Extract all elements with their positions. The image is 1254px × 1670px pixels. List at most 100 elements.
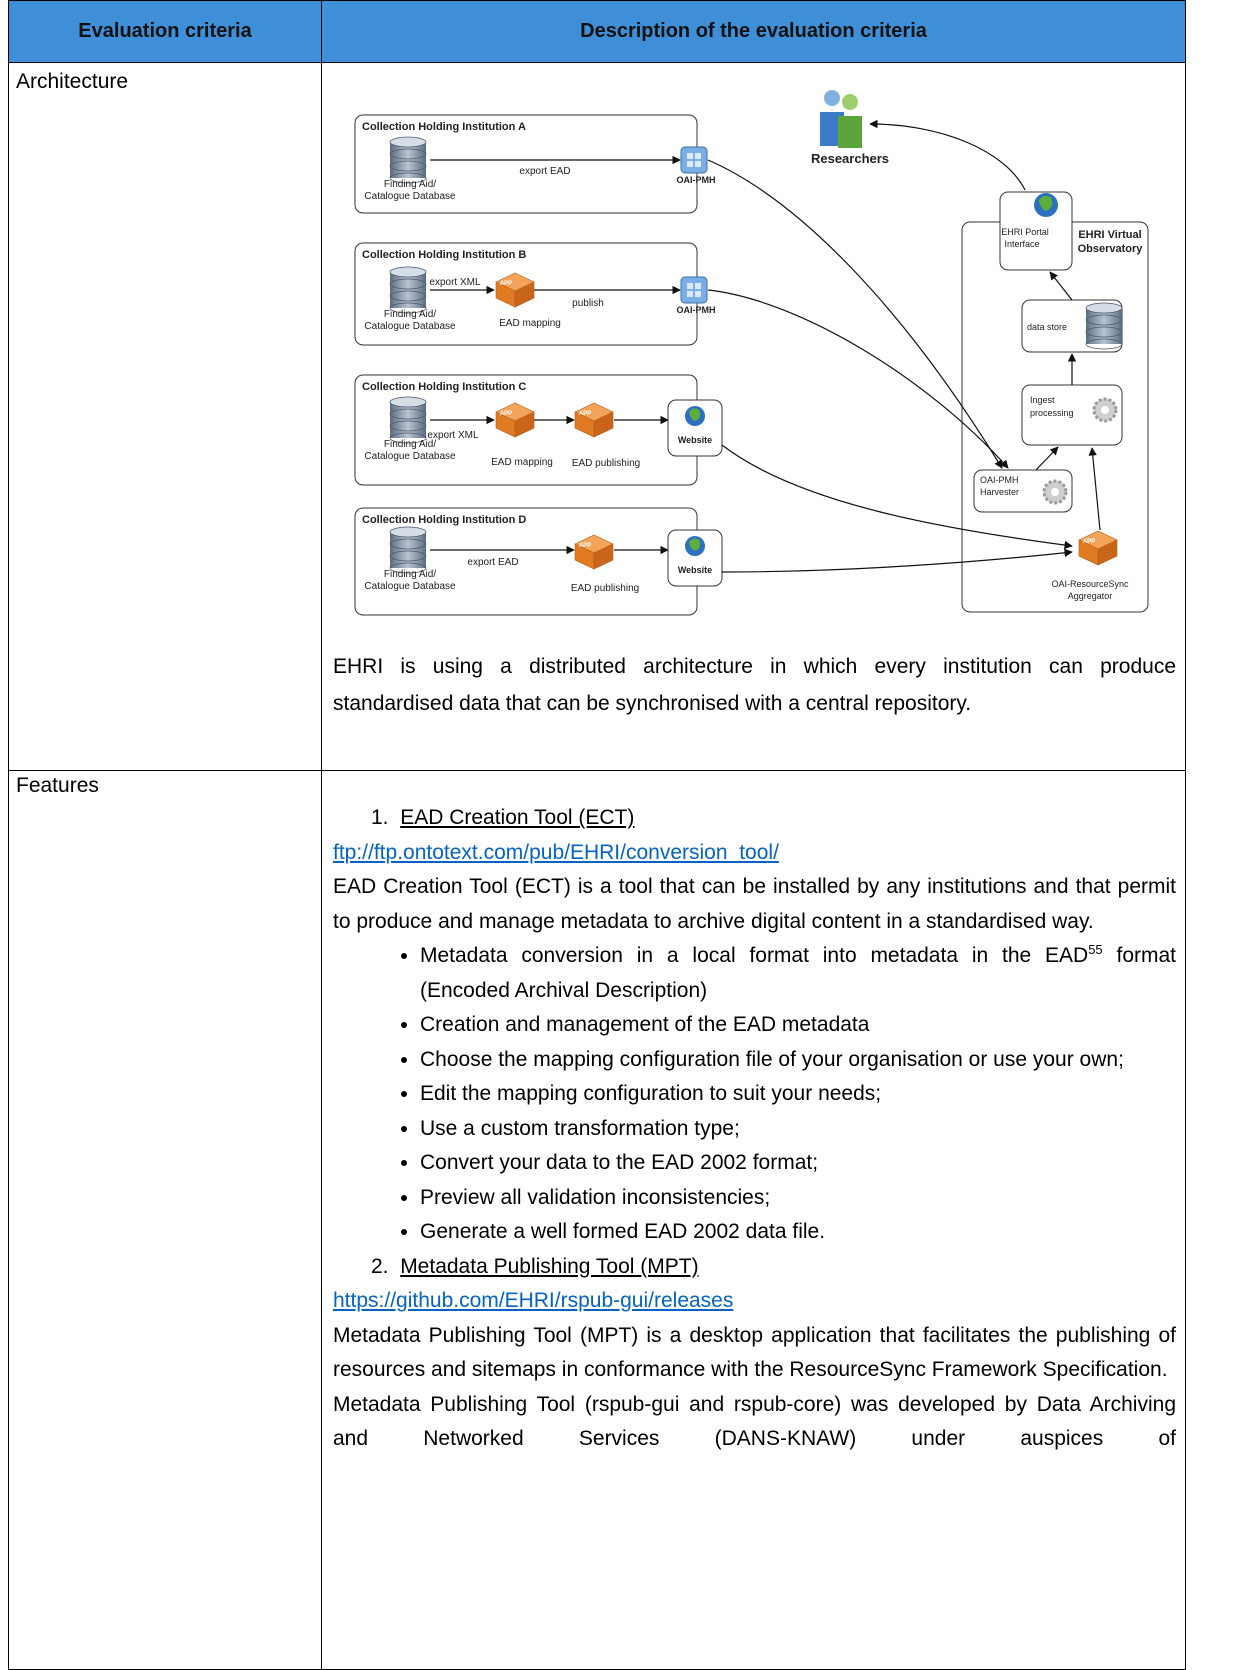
paragraph: EAD Creation Tool (ECT) is a tool that c… [333, 875, 1176, 933]
criterion-cell [8, 770, 322, 1670]
database-ring [389, 408, 427, 420]
database-ring [1085, 314, 1123, 326]
diagram-label: EAD publishing [572, 458, 640, 469]
app-icon [514, 411, 535, 438]
diagram-label: EAD mapping [499, 318, 561, 329]
bullet-item: Metadata conversion in a local format in… [420, 939, 1176, 1008]
diagram-label: Catalogue Database [364, 191, 456, 202]
oai-icon-part [687, 161, 693, 167]
arrow [1049, 271, 1073, 301]
diagram-label: Finding Aid/ [384, 179, 436, 190]
arrow [721, 548, 1073, 573]
diagram-label: Researchers [811, 151, 889, 166]
app-icon-label: APP [500, 281, 512, 287]
database-ring [389, 136, 427, 148]
item-heading: 1. EAD Creation Tool (ECT) [333, 801, 1176, 836]
diagram-label: export EAD [467, 557, 518, 568]
architecture-text: EHRI is using a distributed architecture… [333, 655, 1176, 715]
item-number: 2. [371, 1254, 389, 1278]
institution-title: Collection Holding Institution A [362, 121, 526, 133]
database-ring [389, 172, 427, 184]
bullet-item: Generate a well formed EAD 2002 data fil… [420, 1215, 1176, 1250]
app-icon-label: APP [579, 543, 591, 549]
gear-hole [1101, 406, 1109, 414]
item-title: EAD Creation Tool (ECT) [400, 806, 635, 829]
diagram-label: export EAD [519, 166, 570, 177]
link[interactable]: https://github.com/EHRI/rspub-gui/releas… [333, 1289, 734, 1312]
app-icon [1097, 539, 1118, 566]
architecture-diagram: Collection Holding Institution A Finding … [354, 90, 1149, 616]
diagram-label: Finding Aid/ [384, 569, 436, 580]
database-icon [390, 142, 426, 178]
institution-title: Collection Holding Institution C [362, 381, 526, 393]
app-icon [593, 411, 614, 438]
link-line: ftp://ftp.ontotext.com/pub/EHRI/conversi… [333, 836, 1176, 871]
footnote-ref: 55 [1088, 942, 1103, 957]
website-box [667, 399, 723, 457]
database-ring [389, 266, 427, 278]
app-icon-label: APP [500, 411, 512, 417]
link-line: https://github.com/EHRI/rspub-gui/releas… [333, 1284, 1176, 1319]
gear-hole [1051, 488, 1059, 496]
database-icon [390, 402, 426, 438]
database-icon [390, 272, 426, 308]
diagram-label: OAI-ResourceSync [1051, 579, 1129, 589]
database-ring [389, 302, 427, 314]
app-icon [514, 281, 535, 308]
diagram-label: Website [678, 565, 712, 575]
database-ring [389, 550, 427, 562]
database-ring [389, 278, 427, 290]
oai-icon-part [695, 161, 701, 167]
oai-icon-part [687, 283, 693, 289]
header-text: Evaluation criteria [78, 20, 252, 42]
oai-icon-part [695, 291, 701, 297]
diagram-label: Finding Aid/ [384, 439, 436, 450]
database-ring [389, 396, 427, 408]
globe-land [689, 408, 701, 421]
database-ring [1085, 338, 1123, 350]
link[interactable]: ftp://ftp.ontotext.com/pub/EHRI/conversi… [333, 840, 779, 864]
paragraph: Metadata Publishing Tool (MPT) is a desk… [333, 1323, 1176, 1382]
person-icon [824, 90, 840, 106]
oai-icon-part [687, 291, 693, 297]
app-icon [593, 543, 614, 570]
diagram-label: OAI-PMH [980, 475, 1019, 485]
diagram-label: EAD mapping [491, 457, 553, 468]
institution-title: Collection Holding Institution D [362, 514, 526, 526]
bullet-item: Choose the mapping configuration file of… [420, 1043, 1176, 1078]
arrow [721, 444, 1073, 550]
header-cell: Evaluation criteria [8, 0, 322, 63]
institution-title: Collection Holding Institution B [362, 249, 526, 261]
features-content: 1. EAD Creation Tool (ECT) ftp://ftp.onto… [333, 801, 1176, 1661]
oai-icon [680, 146, 708, 174]
arrow [869, 119, 1026, 191]
bullet-list: Metadata conversion in a local format in… [333, 939, 1176, 1250]
bullet-item: Use a custom transformation type; [420, 1112, 1176, 1147]
database-icon [1086, 308, 1122, 344]
diagram-label: EHRI Portal [1001, 227, 1049, 237]
person-icon [838, 116, 862, 148]
database-ring [389, 526, 427, 538]
harvester-box [973, 469, 1073, 513]
globe-land [689, 538, 701, 551]
database-ring [389, 160, 427, 172]
diagram-label: Harvester [980, 487, 1019, 497]
database-ring [389, 420, 427, 432]
criterion: Architecture [16, 70, 129, 93]
database-ring [1085, 326, 1123, 338]
database-ring [389, 432, 427, 444]
oai-icon-part [695, 153, 701, 159]
arrow [1088, 447, 1101, 531]
diagram-label: OAI-PMH [677, 175, 716, 185]
diagram-label: export XML [427, 430, 479, 441]
arrow [707, 289, 1009, 469]
observatory-title: Observatory [1078, 243, 1144, 255]
item-number: 1. [371, 806, 389, 829]
database-ring [389, 290, 427, 302]
bullet-item: Edit the mapping configuration to suit y… [420, 1077, 1176, 1112]
bullet-text: Metadata conversion in a local format in… [420, 944, 1089, 967]
diagram-label: Ingest [1030, 395, 1055, 405]
diagram-label: publish [572, 298, 604, 309]
diagram-label: Website [678, 435, 712, 445]
